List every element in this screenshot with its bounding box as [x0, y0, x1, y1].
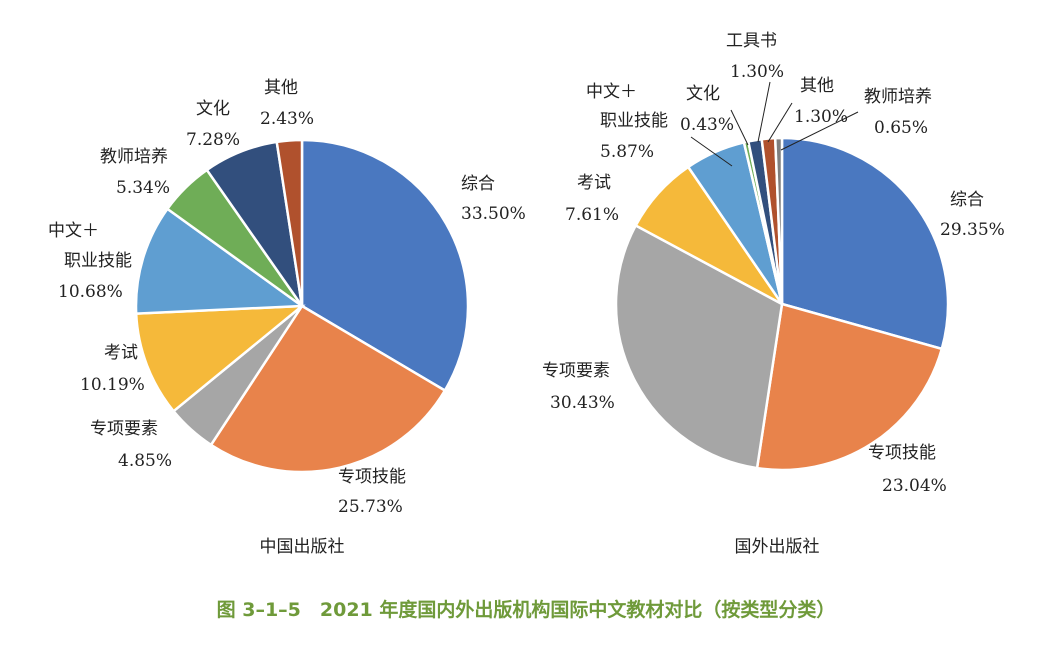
pie-slice: [773, 136, 784, 305]
pie-slice: [134, 207, 306, 315]
slice-percent-label: 23.04%: [882, 476, 947, 496]
slice-name-label: 专项要素: [90, 419, 158, 439]
slice-name-label: 综合: [950, 190, 984, 210]
pie-china-publishers: 综合 33.50% 专项技能 25.73% 专项要素 4.85% 考试 10.19% 中文＋ 职业…: [48, 78, 526, 517]
slice-percent-label: 7.28%: [186, 130, 240, 150]
figure-caption: 图 3–1–5 2021 年度国内外出版机构国际中文教材对比（按类型分类）: [217, 598, 836, 621]
pie-slice: [209, 304, 447, 474]
pie-foreign-publishers: 综合 29.35% 专项技能 23.04% 专项要素 30.43% 考试 7.61% 中文＋ 职业…: [542, 31, 1005, 496]
pie-slice: [755, 302, 944, 472]
slice-name-label: 教师培养: [100, 147, 168, 167]
slice-name-label: 专项技能: [338, 467, 406, 487]
slice-percent-label: 10.68%: [58, 282, 123, 302]
pie-slice: [134, 304, 306, 413]
slice-name-label: 综合: [461, 174, 495, 194]
slice-percent-label: 29.35%: [940, 220, 1005, 240]
slice-percent-label: 1.30%: [730, 62, 784, 82]
leader-line: [780, 111, 859, 151]
slice-percent-label: 10.19%: [80, 375, 145, 395]
slice-percent-label: 25.73%: [338, 497, 403, 517]
slice-percent-label: 0.65%: [874, 118, 928, 138]
slice-name-label: 其他: [264, 78, 298, 98]
leader-line: [730, 109, 749, 146]
pie-slice: [300, 138, 470, 393]
slice-percent-label: 4.85%: [118, 451, 172, 471]
slice-name-label: 职业技能: [64, 251, 132, 271]
slice-percent-label: 2.43%: [260, 109, 314, 129]
leader-line: [767, 102, 793, 143]
slice-name-label: 专项要素: [542, 361, 610, 381]
slice-percent-label: 1.30%: [794, 107, 848, 127]
pie-slice: [780, 136, 950, 351]
slice-name-label: 职业技能: [600, 111, 668, 131]
slice-name-label: 中文＋: [586, 82, 637, 102]
slice-percent-label: 0.43%: [680, 115, 734, 135]
leader-line: [690, 136, 733, 167]
slice-name-label: 专项技能: [868, 443, 936, 463]
slice-name-label: 教师培养: [864, 87, 932, 107]
subtitle-china: 中国出版社: [260, 537, 345, 557]
slice-name-label: 考试: [104, 343, 138, 363]
slice-percent-label: 30.43%: [550, 393, 615, 413]
slice-name-label: 工具书: [726, 31, 777, 51]
slice-percent-label: 33.50%: [461, 204, 526, 224]
subtitle-foreign: 国外出版社: [735, 537, 820, 557]
slice-percent-label: 5.34%: [116, 178, 170, 198]
slice-percent-label: 5.87%: [600, 142, 654, 162]
slice-name-label: 考试: [577, 173, 611, 193]
slice-percent-label: 7.61%: [565, 205, 619, 225]
slice-name-label: 文化: [686, 84, 720, 104]
pie-slice: [275, 138, 304, 307]
slice-name-label: 其他: [800, 76, 834, 96]
slice-name-label: 中文＋: [48, 221, 99, 241]
pie-slice: [614, 223, 784, 470]
leader-line: [757, 81, 771, 143]
slice-name-label: 文化: [196, 99, 230, 119]
